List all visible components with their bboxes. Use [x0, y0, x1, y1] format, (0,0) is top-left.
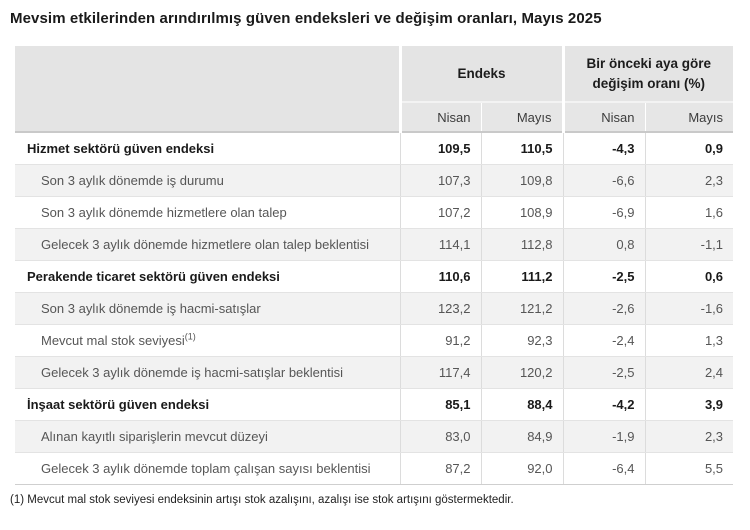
- header-group-row: Endeks Bir önceki aya göre değişim oranı…: [15, 46, 734, 133]
- cell-value: 109,5: [399, 132, 481, 165]
- header-sub-row: Nisan Mayıs Nisan Mayıs: [15, 101, 734, 133]
- table-row: Gelecek 3 aylık dönemde toplam çalışan s…: [15, 452, 734, 485]
- cell-value: 123,2: [399, 292, 481, 325]
- cell-value: 117,4: [399, 356, 481, 389]
- column-group-endeks: Endeks: [398, 46, 563, 102]
- table-row: Gelecek 3 aylık dönemde iş hacmi-satışla…: [15, 356, 734, 389]
- cell-value: 1,6: [644, 196, 734, 229]
- cell-value: 5,5: [644, 452, 734, 485]
- cell-value: -4,3: [562, 132, 645, 165]
- corner-cell: [15, 46, 400, 133]
- table-header: Endeks Bir önceki aya göre değişim oranı…: [15, 46, 734, 133]
- cell-value: -4,2: [562, 388, 645, 421]
- cell-value: -1,1: [644, 228, 734, 261]
- cell-value: 92,3: [480, 324, 563, 357]
- cell-value: 112,8: [480, 228, 563, 261]
- table-row: Gelecek 3 aylık dönemde hizmetlere olan …: [15, 228, 734, 261]
- cell-value: 91,2: [399, 324, 481, 357]
- cell-value: 88,4: [480, 388, 563, 421]
- subheader-endeks-nisan: Nisan: [398, 101, 481, 133]
- row-label: Mevcut mal stok seviyesi(1): [15, 324, 400, 357]
- cell-value: 107,2: [399, 196, 481, 229]
- row-label: Son 3 aylık dönemde hizmetlere olan tale…: [15, 196, 400, 229]
- cell-value: -2,4: [562, 324, 645, 357]
- row-label: Perakende ticaret sektörü güven endeksi: [15, 260, 400, 293]
- cell-value: 2,3: [644, 420, 734, 453]
- cell-value: 2,3: [644, 164, 734, 197]
- cell-value: 2,4: [644, 356, 734, 389]
- cell-value: 108,9: [480, 196, 563, 229]
- table-row: Hizmet sektörü güven endeksi 109,5 110,5 -4…: [15, 132, 734, 165]
- cell-value: 107,3: [399, 164, 481, 197]
- cell-value: 0,9: [644, 132, 734, 165]
- cell-value: -2,5: [562, 356, 645, 389]
- table-row: Son 3 aylık dönemde iş durumu 107,3 109,8-…: [15, 164, 734, 197]
- cell-value: -6,4: [562, 452, 645, 485]
- subheader-change-nisan: Nisan: [561, 101, 645, 133]
- cell-value: 0,8: [562, 228, 645, 261]
- cell-value: 87,2: [399, 452, 481, 485]
- page-title: Mevsim etkilerinden arındırılmış güven e…: [10, 10, 602, 27]
- cell-value: 83,0: [399, 420, 481, 453]
- cell-value: 121,2: [480, 292, 563, 325]
- column-group-change-rate: Bir önceki aya göre değişim oranı (%): [561, 46, 734, 102]
- row-label: Gelecek 3 aylık dönemde toplam çalışan s…: [15, 452, 400, 485]
- row-label: Son 3 aylık dönemde iş hacmi-satışlar: [15, 292, 400, 325]
- footnote-marker: (1): [184, 331, 196, 342]
- cell-value: 0,6: [644, 260, 734, 293]
- row-label: Alınan kayıtlı siparişlerin mevcut düzey…: [15, 420, 400, 453]
- cell-value: 114,1: [399, 228, 481, 261]
- table-body: Hizmet sektörü güven endeksi 109,5 110,5 -4…: [15, 132, 734, 485]
- cell-value: 1,3: [644, 324, 734, 357]
- cell-value: -1,6: [644, 292, 734, 325]
- confidence-indices-table: Endeks Bir önceki aya göre değişim oranı…: [15, 46, 734, 485]
- row-label: Gelecek 3 aylık dönemde iş hacmi-satışla…: [15, 356, 400, 389]
- row-label: Gelecek 3 aylık dönemde hizmetlere olan …: [15, 228, 400, 261]
- row-label: İnşaat sektörü güven endeksi: [15, 388, 400, 421]
- row-label: Hizmet sektörü güven endeksi: [15, 132, 400, 165]
- footnote: (1) Mevcut mal stok seviyesi endeksinin …: [10, 493, 514, 506]
- cell-value: 84,9: [480, 420, 563, 453]
- cell-value: 110,6: [399, 260, 481, 293]
- table-row: Son 3 aylık dönemde iş hacmi-satışlar 123…: [15, 292, 734, 325]
- table-row: İnşaat sektörü güven endeksi 85,1 88,4 -4,2…: [15, 388, 734, 421]
- table-row: Alınan kayıtlı siparişlerin mevcut düzey…: [15, 420, 734, 453]
- cell-value: 111,2: [480, 260, 563, 293]
- cell-value: 110,5: [480, 132, 563, 165]
- cell-value: -2,5: [562, 260, 645, 293]
- table-row: Perakende ticaret sektörü güven endeksi 1…: [15, 260, 734, 293]
- cell-value: 109,8: [480, 164, 563, 197]
- cell-value: 3,9: [644, 388, 734, 421]
- cell-value: -6,9: [562, 196, 645, 229]
- cell-value: 92,0: [480, 452, 563, 485]
- cell-value: 120,2: [480, 356, 563, 389]
- table-row: Mevcut mal stok seviyesi(1) 91,2 92,3 -2,4 1…: [15, 324, 734, 357]
- subheader-change-mayis: Mayıs: [644, 101, 734, 133]
- subheader-endeks-mayis: Mayıs: [480, 101, 563, 133]
- cell-value: 85,1: [399, 388, 481, 421]
- page: Mevsim etkilerinden arındırılmış güven e…: [0, 10, 750, 506]
- cell-value: -1,9: [562, 420, 645, 453]
- cell-value: -6,6: [562, 164, 645, 197]
- row-label: Son 3 aylık dönemde iş durumu: [15, 164, 400, 197]
- cell-value: -2,6: [562, 292, 645, 325]
- table-row: Son 3 aylık dönemde hizmetlere olan tale…: [15, 196, 734, 229]
